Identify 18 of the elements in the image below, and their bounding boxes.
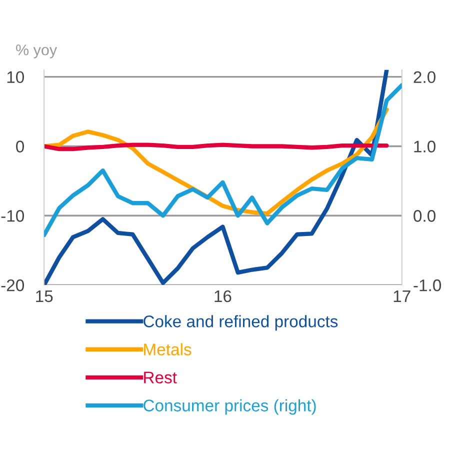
legend-label: Metals (144, 343, 192, 356)
x-tick-label: 15 (36, 290, 53, 302)
line-series (44, 83, 402, 238)
y-tick-label: -10 (1, 210, 24, 222)
line-series (44, 70, 389, 286)
y-tick-label: 0 (16, 140, 24, 152)
x-tick-label: 16 (214, 290, 232, 302)
x-tick-label: 17 (394, 290, 410, 302)
y2-tick-label: 1.0 (414, 140, 436, 152)
y2-tick-label: 0.0 (414, 210, 436, 222)
y-tick-label: 10 (7, 71, 24, 84)
legend-label: Rest (144, 372, 177, 384)
legend-label: Consumer prices (right) (144, 399, 316, 415)
y2-tick-label: 2.0 (414, 71, 436, 84)
y-axis-title: % yoy (16, 44, 58, 58)
y-tick-label: -20 (1, 279, 24, 292)
legend-label: Coke and refined products (144, 315, 338, 331)
y2-tick-label: -1.0 (414, 279, 442, 292)
